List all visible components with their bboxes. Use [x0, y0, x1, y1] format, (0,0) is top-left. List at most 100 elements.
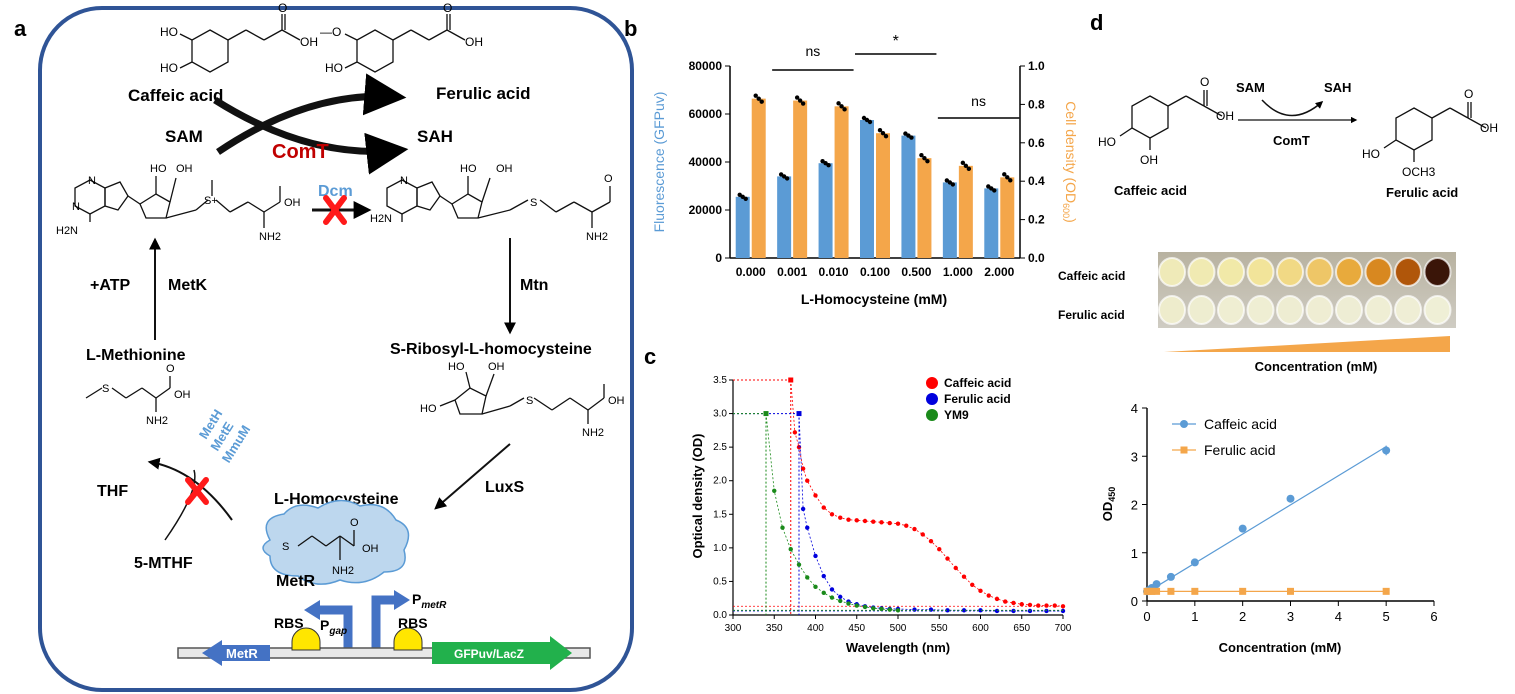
d-data-point: [1382, 446, 1391, 455]
d-caffeic-label: Caffeic acid: [1114, 183, 1187, 198]
b-right-tick-label: 1.0: [1028, 59, 1045, 73]
b-significance-label: *: [893, 33, 899, 50]
d-y-tick-label: 3: [1131, 449, 1138, 464]
panel-a: a HO HO O OH Caffeic acid —O HO O OH Fer…: [14, 1, 634, 692]
met-o: O: [166, 363, 175, 375]
c-data-point: [961, 608, 967, 613]
c-y-tick-label: 2.0: [713, 476, 727, 487]
b-replicate-dot: [839, 104, 844, 109]
comt-arrow-sam-sah: [213, 97, 409, 175]
tube-ferulic: [1217, 295, 1245, 325]
c-x-tick-label: 350: [766, 623, 783, 634]
c-legend-marker: [926, 409, 938, 421]
chart-c: 300 350 400 450 500 550 600 650 700 0.0 0.5 1.0 1.5 2…: [713, 375, 1072, 634]
p-gap-label: Pgap: [320, 617, 347, 637]
c-data-point: [772, 488, 777, 493]
c-legend-label: YM9: [944, 408, 969, 422]
sah-nh2: NH2: [586, 231, 608, 243]
luxs-label: LuxS: [485, 479, 524, 496]
b-x-tick-label: 1.000: [943, 265, 973, 279]
thf-arrow: [147, 457, 233, 521]
d-y-tick-label: 4: [1131, 401, 1138, 416]
d-data-point: [1238, 524, 1247, 533]
panel-c: c 300 350 400 450 500 550 600 650 700 0.0 0.5 1.0 1.…: [644, 344, 1072, 655]
sah-ho: HO: [460, 163, 477, 175]
b-bar-density: [958, 165, 973, 258]
d-x-tick-label: 4: [1335, 609, 1342, 624]
5-mthf-label: 5-MTHF: [134, 555, 193, 572]
sam-oh2: OH: [284, 197, 301, 209]
d-data-point: [1153, 587, 1161, 595]
d-legend-label: Caffeic acid: [1204, 416, 1277, 432]
c-data-point: [1044, 603, 1049, 608]
c-peak-marker: [796, 411, 802, 417]
b-significance-label: ns: [805, 43, 820, 59]
c-legend-label: Ferulic acid: [944, 392, 1011, 406]
d-data-point: [1239, 587, 1247, 595]
b-replicate-dot: [797, 98, 803, 103]
metr-gene-label: MetR: [226, 646, 258, 661]
d-data-point: [1191, 587, 1199, 595]
thf-label: THF: [97, 483, 128, 500]
b-x-tick-label: 0.000: [736, 265, 766, 279]
c-data-point: [846, 517, 851, 522]
b-replicate-dot: [963, 163, 969, 169]
caffeic-acid-structure: [179, 14, 301, 73]
b-bar-fluorescence: [942, 182, 957, 258]
c-data-point: [813, 493, 818, 498]
ferulic-acid-label: Ferulic acid: [436, 84, 530, 103]
d-y-label: OD450: [1100, 487, 1117, 522]
b-replicate-dot: [877, 128, 883, 133]
s-ribosyl-structure: [439, 371, 605, 424]
tube-ferulic: [1423, 295, 1452, 325]
tube-caffeic: [1305, 257, 1334, 287]
b-right-tick-label: 0.2: [1028, 213, 1045, 227]
p-gap-arrow-head: [304, 600, 320, 620]
c-data-point: [813, 553, 818, 559]
c-data-point: [838, 594, 843, 600]
b-left-tick-label: 40000: [689, 155, 723, 169]
l-methionine-label: L-Methionine: [86, 347, 186, 364]
c-data-point: [1036, 603, 1041, 608]
c-data-point: [871, 606, 876, 611]
d-sam-sah-arrow: [1261, 99, 1324, 117]
b-replicate-dot: [753, 93, 758, 98]
d-data-point: [1287, 587, 1294, 595]
c-peak-marker: [763, 411, 769, 417]
b-x-tick-label: 2.000: [984, 265, 1014, 279]
b-x-tick-label: 0.010: [819, 265, 849, 279]
c-data-point: [887, 607, 892, 612]
dna-strand: [177, 647, 591, 659]
tube-ferulic: [1158, 295, 1186, 325]
c-data-point: [813, 584, 818, 589]
c-data-point: [895, 521, 901, 526]
tube-ferulic: [1187, 295, 1216, 325]
p-metr-arrow-body: [371, 595, 398, 650]
tube-caffeic: [1246, 257, 1275, 287]
b-bar-fluorescence: [860, 120, 874, 258]
c-data-point: [904, 523, 909, 528]
c-data-point: [945, 608, 950, 613]
c-data-point: [829, 587, 835, 592]
tube-caffeic: [1423, 257, 1452, 287]
b-right-tick-label: 0.4: [1028, 174, 1045, 188]
metr-protein-label: MetR: [276, 573, 316, 590]
c-data-point: [1019, 602, 1024, 607]
b-y-left-label: Fluorescence (GFPuv): [651, 92, 667, 233]
p-metr-arrow-head: [394, 590, 410, 610]
d-ferulic-oh: OH: [1480, 121, 1498, 135]
c-y-label: Optical density (OD): [690, 434, 705, 559]
c-data-point: [805, 525, 810, 530]
d-caffeic-o: O: [1200, 75, 1209, 89]
b-left-tick-label: 0: [715, 251, 722, 265]
comt-label: ComT: [272, 141, 329, 163]
sribosyl-oh2: OH: [608, 395, 625, 407]
c-data-point: [895, 608, 901, 613]
d-legend-label: Ferulic acid: [1204, 442, 1276, 458]
c-data-point: [800, 506, 806, 512]
sam-n2: N: [72, 201, 80, 213]
tube-ferulic: [1335, 295, 1363, 325]
c-data-point: [1052, 603, 1057, 608]
ferulic-oh: OH: [465, 35, 483, 49]
